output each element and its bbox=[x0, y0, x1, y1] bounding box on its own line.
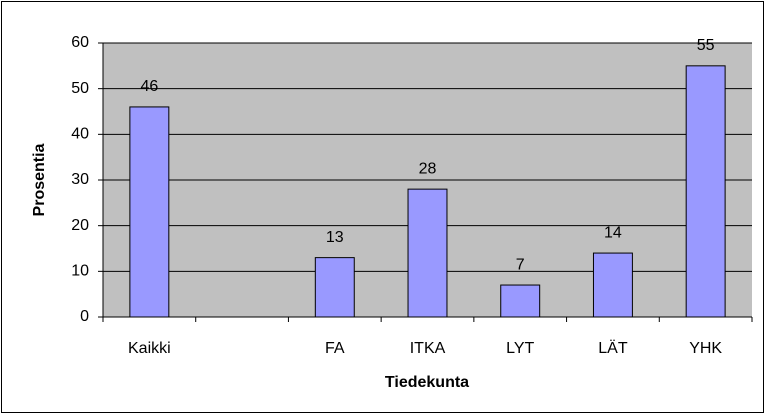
data-label: 7 bbox=[516, 256, 525, 273]
y-axis-title: Prosentia bbox=[31, 143, 48, 216]
bar bbox=[685, 65, 726, 318]
y-tick-label: 30 bbox=[71, 171, 89, 188]
bar bbox=[314, 257, 355, 318]
x-tick-label: LYT bbox=[506, 340, 534, 357]
data-label: 46 bbox=[140, 78, 158, 95]
y-tick-label: 0 bbox=[80, 308, 89, 325]
data-label: 28 bbox=[419, 160, 437, 177]
y-tick-label: 40 bbox=[71, 126, 89, 143]
y-tick-label: 10 bbox=[71, 263, 89, 280]
x-tick-label: ITKA bbox=[410, 340, 446, 357]
data-label: 13 bbox=[326, 229, 344, 246]
bar bbox=[407, 188, 448, 318]
y-tick-label: 60 bbox=[71, 34, 89, 51]
x-axis-title: Tiedekunta bbox=[385, 374, 469, 391]
bar bbox=[592, 252, 633, 318]
y-tick-label: 50 bbox=[71, 80, 89, 97]
y-tick-label: 20 bbox=[71, 217, 89, 234]
x-tick-label: Kaikki bbox=[128, 340, 171, 357]
data-label: 55 bbox=[697, 37, 715, 54]
bar bbox=[129, 106, 170, 318]
x-tick-label: FA bbox=[325, 340, 345, 357]
x-tick-label: LÄT bbox=[598, 339, 628, 357]
data-label: 14 bbox=[604, 224, 622, 241]
bar bbox=[500, 284, 541, 318]
x-tick-label: YHK bbox=[689, 340, 722, 357]
